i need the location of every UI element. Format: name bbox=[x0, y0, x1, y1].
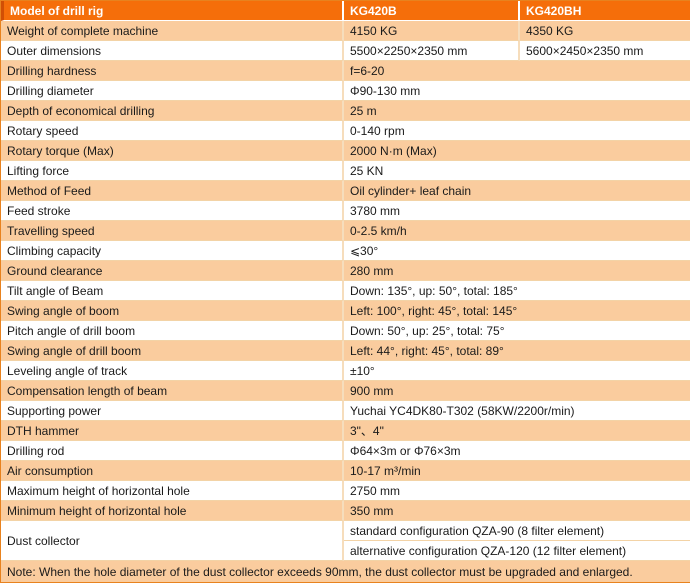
spec-label: Supporting power bbox=[1, 401, 344, 421]
table-row: Dust collector standard configuration QZ… bbox=[1, 521, 690, 561]
spec-value: Φ64×3m or Φ76×3m bbox=[344, 441, 690, 461]
spec-value: 0-2.5 km/h bbox=[344, 221, 690, 241]
spec-label: Rotary torque (Max) bbox=[1, 141, 344, 161]
table-row: Supporting power Yuchai YC4DK80-T302 (58… bbox=[1, 401, 690, 421]
note-row: Note: When the hole diameter of the dust… bbox=[1, 561, 690, 582]
spec-value: 10-17 m³/min bbox=[344, 461, 690, 481]
table-row: Rotary speed 0-140 rpm bbox=[1, 121, 690, 141]
table-row: Leveling angle of track ±10° bbox=[1, 361, 690, 381]
spec-value-kg420b: 5500×2250×2350 mm bbox=[344, 41, 520, 61]
spec-label-dust-collector: Dust collector bbox=[1, 521, 344, 561]
table-row: Feed stroke 3780 mm bbox=[1, 201, 690, 221]
spec-label: Maximum height of horizontal hole bbox=[1, 481, 344, 501]
table-row: Climbing capacity ⩽30° bbox=[1, 241, 690, 261]
table-row: Rotary torque (Max) 2000 N·m (Max) bbox=[1, 141, 690, 161]
table-row: Compensation length of beam 900 mm bbox=[1, 381, 690, 401]
spec-value: 900 mm bbox=[344, 381, 690, 401]
spec-label: Feed stroke bbox=[1, 201, 344, 221]
table-row: Drilling diameter Φ90-130 mm bbox=[1, 81, 690, 101]
header-model-column: Model of drill rig bbox=[1, 1, 344, 21]
spec-label: Air consumption bbox=[1, 461, 344, 481]
spec-label: Pitch angle of drill boom bbox=[1, 321, 344, 341]
spec-value: Left: 44°, right: 45°, total: 89° bbox=[344, 341, 690, 361]
spec-label: Ground clearance bbox=[1, 261, 344, 281]
spec-label: Compensation length of beam bbox=[1, 381, 344, 401]
spec-value: Down: 135°, up: 50°, total: 185° bbox=[344, 281, 690, 301]
spec-label: Weight of complete machine bbox=[1, 21, 344, 41]
spec-label: Tilt angle of Beam bbox=[1, 281, 344, 301]
spec-label: Lifting force bbox=[1, 161, 344, 181]
spec-label: Drilling diameter bbox=[1, 81, 344, 101]
spec-label: DTH hammer bbox=[1, 421, 344, 441]
table-row: DTH hammer 3"、4" bbox=[1, 421, 690, 441]
header-kg420bh-column: KG420BH bbox=[520, 1, 690, 21]
spec-label: Swing angle of boom bbox=[1, 301, 344, 321]
table-row: Swing angle of drill boom Left: 44°, rig… bbox=[1, 341, 690, 361]
table-row: Weight of complete machine 4150 KG 4350 … bbox=[1, 21, 690, 41]
spec-value: ±10° bbox=[344, 361, 690, 381]
spec-value: 3"、4" bbox=[344, 421, 690, 441]
note-text: Note: When the hole diameter of the dust… bbox=[1, 561, 690, 582]
spec-value: f=6-20 bbox=[344, 61, 690, 81]
header-row: Model of drill rig KG420B KG420BH bbox=[1, 1, 690, 21]
table-row: Outer dimensions 5500×2250×2350 mm 5600×… bbox=[1, 41, 690, 61]
table-row: Depth of economical drilling 25 m bbox=[1, 101, 690, 121]
table-row: Travelling speed 0-2.5 km/h bbox=[1, 221, 690, 241]
table-row: Minimum height of horizontal hole 350 mm bbox=[1, 501, 690, 521]
spec-value: Left: 100°, right: 45°, total: 145° bbox=[344, 301, 690, 321]
spec-label: Swing angle of drill boom bbox=[1, 341, 344, 361]
table-row: Method of Feed Oil cylinder+ leaf chain bbox=[1, 181, 690, 201]
spec-value: 350 mm bbox=[344, 501, 690, 521]
spec-value: 25 m bbox=[344, 101, 690, 121]
spec-label: Drilling rod bbox=[1, 441, 344, 461]
spec-value: Yuchai YC4DK80-T302 (58KW/2200r/min) bbox=[344, 401, 690, 421]
spec-value-dust-standard: standard configuration QZA-90 (8 filter … bbox=[344, 521, 690, 541]
spec-value-kg420bh: 5600×2450×2350 mm bbox=[520, 41, 690, 61]
spec-label: Travelling speed bbox=[1, 221, 344, 241]
spec-value: Φ90-130 mm bbox=[344, 81, 690, 101]
table-row: Air consumption 10-17 m³/min bbox=[1, 461, 690, 481]
table-row: alternative configuration QZA-120 (12 fi… bbox=[1, 541, 690, 561]
spec-label: Depth of economical drilling bbox=[1, 101, 344, 121]
table-row: Swing angle of boom Left: 100°, right: 4… bbox=[1, 301, 690, 321]
table-row: Tilt angle of Beam Down: 135°, up: 50°, … bbox=[1, 281, 690, 301]
spec-value: Down: 50°, up: 25°, total: 75° bbox=[344, 321, 690, 341]
spec-label: Climbing capacity bbox=[1, 241, 344, 261]
table-row: Ground clearance 280 mm bbox=[1, 261, 690, 281]
spec-value-kg420bh: 4350 KG bbox=[520, 21, 690, 41]
table-row: Drilling rod Φ64×3m or Φ76×3m bbox=[1, 441, 690, 461]
table-row: Lifting force 25 KN bbox=[1, 161, 690, 181]
spec-label: Rotary speed bbox=[1, 121, 344, 141]
table-row: Drilling hardness f=6-20 bbox=[1, 61, 690, 81]
table-row: Maximum height of horizontal hole 2750 m… bbox=[1, 481, 690, 501]
spec-value: 3780 mm bbox=[344, 201, 690, 221]
spec-value: 2750 mm bbox=[344, 481, 690, 501]
header-kg420b-column: KG420B bbox=[344, 1, 520, 21]
spec-label: Drilling hardness bbox=[1, 61, 344, 81]
spec-label: Method of Feed bbox=[1, 181, 344, 201]
spec-value: ⩽30° bbox=[344, 241, 690, 261]
spec-label: Outer dimensions bbox=[1, 41, 344, 61]
table-row: Pitch angle of drill boom Down: 50°, up:… bbox=[1, 321, 690, 341]
spec-value-dust-alternative: alternative configuration QZA-120 (12 fi… bbox=[344, 541, 690, 561]
spec-label: Minimum height of horizontal hole bbox=[1, 501, 344, 521]
spec-value: 25 KN bbox=[344, 161, 690, 181]
spec-label: Leveling angle of track bbox=[1, 361, 344, 381]
spec-value-kg420b: 4150 KG bbox=[344, 21, 520, 41]
spec-value: 0-140 rpm bbox=[344, 121, 690, 141]
spec-value: 280 mm bbox=[344, 261, 690, 281]
spec-value: Oil cylinder+ leaf chain bbox=[344, 181, 690, 201]
spec-value: 2000 N·m (Max) bbox=[344, 141, 690, 161]
